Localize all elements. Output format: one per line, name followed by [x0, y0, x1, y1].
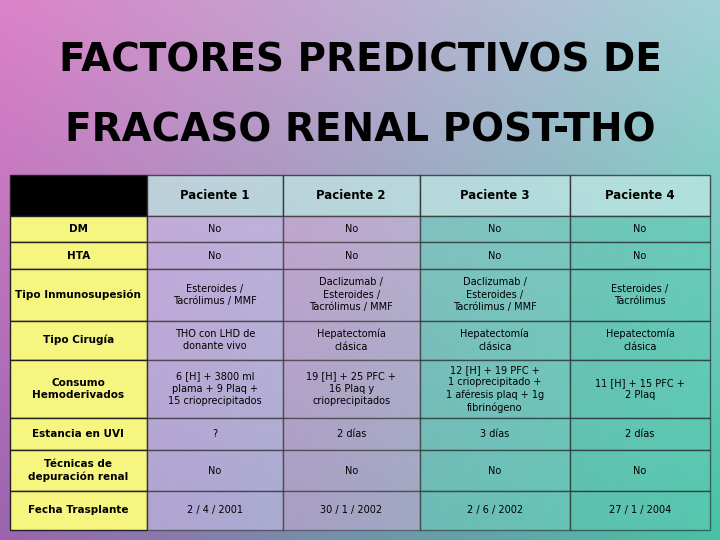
Text: Paciente 2: Paciente 2 [317, 189, 386, 202]
Bar [570, 175, 710, 216]
Bar [283, 450, 420, 491]
Text: HTA: HTA [67, 251, 90, 261]
Text: THO con LHD de
donante vivo: THO con LHD de donante vivo [174, 329, 255, 352]
Text: No: No [345, 224, 358, 234]
Bar [283, 418, 420, 450]
Text: Estancia en UVI: Estancia en UVI [32, 429, 124, 439]
Text: 2 días: 2 días [336, 429, 366, 439]
Bar [146, 242, 283, 269]
Bar [10, 175, 146, 216]
Bar [420, 360, 570, 418]
Text: No: No [208, 465, 221, 476]
Text: No: No [488, 465, 501, 476]
Text: Paciente 1: Paciente 1 [180, 189, 250, 202]
Bar [420, 418, 570, 450]
Bar [283, 216, 420, 242]
Bar [570, 321, 710, 360]
Text: FRACASO RENAL POST-THO: FRACASO RENAL POST-THO [65, 111, 655, 149]
Bar [570, 360, 710, 418]
Text: FACTORES PREDICTIVOS DE: FACTORES PREDICTIVOS DE [58, 41, 662, 79]
Bar [283, 269, 420, 321]
Text: Hepatectomía
clásica: Hepatectomía clásica [317, 329, 386, 352]
Text: No: No [488, 224, 501, 234]
Bar [146, 269, 283, 321]
Bar [570, 216, 710, 242]
Text: No: No [345, 251, 358, 261]
Text: 12 [H] + 19 PFC +
1 crioprecipitado +
1 aféresis plaq + 1g
fibrinógeno: 12 [H] + 19 PFC + 1 crioprecipitado + 1 … [446, 364, 544, 413]
Text: Consumo
Hemoderivados: Consumo Hemoderivados [32, 377, 125, 400]
Bar [146, 360, 283, 418]
Text: Tipo Cirugía: Tipo Cirugía [42, 335, 114, 345]
Text: No: No [208, 251, 221, 261]
Text: DM: DM [68, 224, 88, 234]
Bar [283, 175, 420, 216]
Bar [10, 216, 146, 242]
Text: Tipo Inmunosupesión: Tipo Inmunosupesión [15, 289, 141, 300]
Text: Paciente 3: Paciente 3 [460, 189, 529, 202]
Bar [570, 450, 710, 491]
Bar [146, 175, 283, 216]
Text: No: No [634, 251, 647, 261]
Text: 30 / 1 / 2002: 30 / 1 / 2002 [320, 505, 382, 516]
Bar [420, 491, 570, 530]
Bar [10, 491, 146, 530]
Bar [10, 360, 146, 418]
Text: Esteroides /
Tacrólimus: Esteroides / Tacrólimus [611, 284, 669, 306]
Bar [10, 321, 146, 360]
Text: No: No [345, 465, 358, 476]
Text: Técnicas de
depuración renal: Técnicas de depuración renal [28, 459, 128, 482]
Text: 2 días: 2 días [625, 429, 654, 439]
Bar [10, 242, 146, 269]
Bar [146, 450, 283, 491]
Text: 6 [H] + 3800 ml
plama + 9 Plaq +
15 crioprecipitados: 6 [H] + 3800 ml plama + 9 Plaq + 15 crio… [168, 372, 261, 406]
Text: 3 días: 3 días [480, 429, 509, 439]
Bar [283, 242, 420, 269]
Bar [570, 418, 710, 450]
Text: 2 / 6 / 2002: 2 / 6 / 2002 [467, 505, 523, 516]
Text: No: No [488, 251, 501, 261]
Bar [10, 418, 146, 450]
Bar [146, 321, 283, 360]
Bar [146, 418, 283, 450]
Text: Paciente 4: Paciente 4 [606, 189, 675, 202]
Bar [10, 269, 146, 321]
Text: Daclizumab /
Esteroides /
Tacrólimus / MMF: Daclizumab / Esteroides / Tacrólimus / M… [453, 278, 536, 312]
Text: 19 [H] + 25 PFC +
16 Plaq y
crioprecipitados: 19 [H] + 25 PFC + 16 Plaq y crioprecipit… [306, 372, 396, 406]
Text: Hepatectomía
clásica: Hepatectomía clásica [460, 329, 529, 352]
Bar [283, 360, 420, 418]
Bar [146, 491, 283, 530]
Text: ?: ? [212, 429, 217, 439]
Text: No: No [208, 224, 221, 234]
Bar [420, 216, 570, 242]
Text: No: No [634, 465, 647, 476]
Bar [420, 242, 570, 269]
Text: Fecha Trasplante: Fecha Trasplante [28, 505, 128, 516]
Bar [570, 269, 710, 321]
Bar [283, 491, 420, 530]
Bar [420, 269, 570, 321]
Text: No: No [634, 224, 647, 234]
Bar [570, 242, 710, 269]
Text: Esteroides /
Tacrólimus / MMF: Esteroides / Tacrólimus / MMF [173, 284, 256, 306]
Bar [10, 450, 146, 491]
Text: 27 / 1 / 2004: 27 / 1 / 2004 [609, 505, 671, 516]
Bar [420, 321, 570, 360]
Bar [420, 175, 570, 216]
Bar [146, 216, 283, 242]
Text: 11 [H] + 15 PFC +
2 Plaq: 11 [H] + 15 PFC + 2 Plaq [595, 377, 685, 400]
Text: Hepatectomía
clásica: Hepatectomía clásica [606, 329, 675, 352]
Text: Daclizumab /
Esteroides /
Tacrólimus / MMF: Daclizumab / Esteroides / Tacrólimus / M… [310, 278, 393, 312]
Bar [570, 491, 710, 530]
Bar [420, 450, 570, 491]
Text: 2 / 4 / 2001: 2 / 4 / 2001 [186, 505, 243, 516]
Bar [283, 321, 420, 360]
